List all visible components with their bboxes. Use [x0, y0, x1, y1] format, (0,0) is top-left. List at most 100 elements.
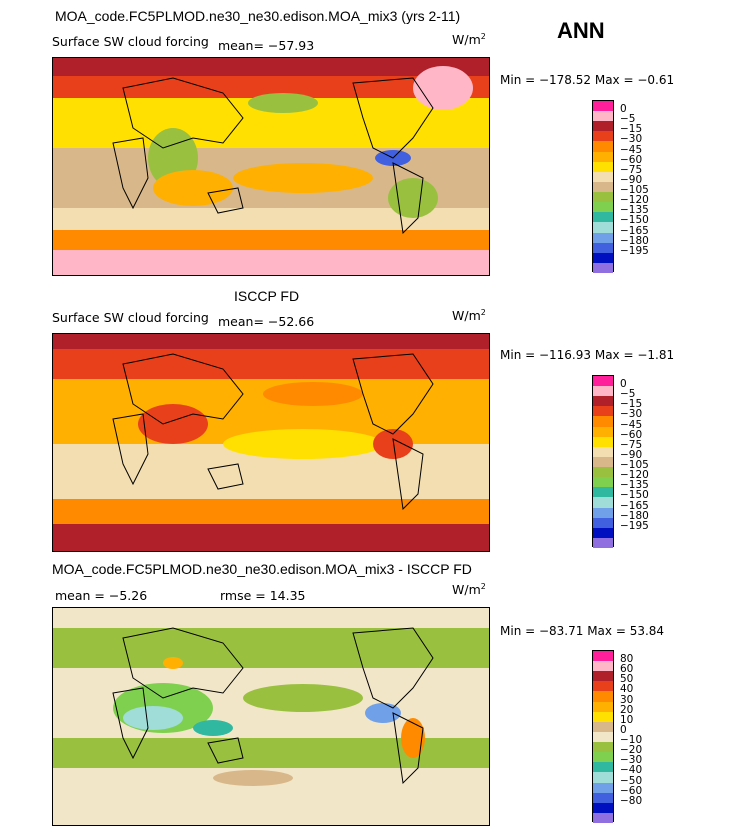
panel2-title: ISCCP FD — [234, 288, 300, 304]
colorbar-swatch — [593, 467, 613, 478]
colorbar-label: −30 — [620, 133, 643, 146]
colorbar-label: −75 — [620, 438, 643, 451]
panel3-rmse: rmse = 14.35 — [220, 588, 306, 603]
colorbar-label: −165 — [620, 224, 649, 237]
colorbar-swatch — [593, 111, 613, 122]
colorbar-swatch — [593, 171, 613, 183]
colorbar-swatch — [593, 497, 613, 509]
colorbar-swatch — [593, 456, 613, 468]
panel1-units: W/m2 — [452, 32, 486, 47]
colorbar-label: −50 — [620, 774, 643, 787]
panel1-colorbar — [592, 100, 614, 274]
colorbar-label: −45 — [620, 418, 643, 431]
colorbar-label: −90 — [620, 173, 643, 186]
colorbar-swatch — [593, 752, 613, 763]
colorbar-swatch — [593, 701, 613, 713]
colorbar-label: −30 — [620, 408, 643, 421]
units-exponent: 2 — [480, 32, 486, 41]
panel2-minmax: Min = −116.93 Max = −1.81 — [500, 348, 675, 362]
colorbar-label: −30 — [620, 754, 643, 767]
colorbar-label: 10 — [620, 713, 634, 726]
panel1-mean: mean= −57.93 — [218, 38, 315, 53]
colorbar-label: −135 — [620, 479, 649, 492]
colorbar-swatch — [593, 487, 613, 498]
colorbar-label: 0 — [620, 103, 627, 116]
panel3-title: MOA_code.FC5PLMOD.ne30_ne30.edison.MOA_m… — [52, 561, 472, 577]
colorbar-swatch — [593, 242, 613, 254]
colorbar-label: 20 — [620, 703, 634, 716]
colorbar-label: −150 — [620, 214, 649, 227]
colorbar-label: −10 — [620, 734, 643, 747]
colorbar-swatch — [593, 131, 613, 142]
colorbar-label: −195 — [620, 244, 649, 257]
colorbar-swatch — [593, 792, 613, 804]
colorbar-label: −80 — [620, 794, 643, 807]
panel3-mean: mean = −5.26 — [55, 588, 148, 603]
colorbar-label: −15 — [620, 123, 643, 136]
colorbar-swatch — [593, 711, 613, 723]
colorbar-swatch — [593, 651, 613, 662]
colorbar-label: 60 — [620, 663, 634, 676]
colorbar-label: 40 — [620, 683, 634, 696]
colorbar-swatch — [593, 436, 613, 448]
colorbar-swatch — [593, 772, 613, 784]
colorbar-label: −165 — [620, 499, 649, 512]
panel2-colorbar — [592, 375, 614, 549]
panel2-map-field — [53, 334, 489, 551]
colorbar-swatch — [593, 376, 613, 387]
colorbar-label: −180 — [620, 509, 649, 522]
colorbar-swatch — [593, 161, 613, 173]
panel2-map — [52, 333, 490, 552]
colorbar-swatch — [593, 742, 613, 753]
colorbar-swatch — [593, 782, 613, 794]
colorbar-swatch — [593, 537, 613, 549]
colorbar-swatch — [593, 812, 613, 824]
colorbar-swatch — [593, 262, 613, 274]
colorbar-label: −180 — [620, 234, 649, 247]
colorbar-swatch — [593, 151, 613, 163]
panel3-map — [52, 607, 490, 826]
panel3-colorbar — [592, 650, 614, 824]
units-label: W/m — [452, 582, 481, 598]
colorbar-label: −15 — [620, 398, 643, 411]
colorbar-swatch — [593, 426, 613, 438]
units-exponent: 2 — [480, 308, 486, 317]
colorbar-label: 80 — [620, 653, 634, 666]
colorbar-swatch — [593, 681, 613, 692]
colorbar-swatch — [593, 721, 613, 733]
units-label: W/m — [452, 308, 481, 324]
colorbar-swatch — [593, 661, 613, 672]
colorbar-swatch — [593, 517, 613, 529]
panel3-map-field — [53, 608, 489, 825]
colorbar-label: −105 — [620, 459, 649, 472]
panel2-subtitle: Surface SW cloud forcing — [52, 310, 209, 325]
panel1-map-field — [53, 58, 489, 275]
colorbar-swatch — [593, 762, 613, 773]
colorbar-label: −20 — [620, 744, 643, 757]
colorbar-label: −120 — [620, 469, 649, 482]
colorbar-swatch — [593, 232, 613, 244]
colorbar-label: 30 — [620, 693, 634, 706]
colorbar-label: −5 — [620, 388, 636, 401]
colorbar-label: −90 — [620, 448, 643, 461]
colorbar-swatch — [593, 731, 613, 743]
colorbar-swatch — [593, 477, 613, 488]
panel1-minmax: Min = −178.52 Max = −0.61 — [500, 73, 675, 87]
colorbar-label: 0 — [620, 378, 627, 391]
panel1-map — [52, 57, 490, 276]
colorbar-swatch — [593, 671, 613, 682]
colorbar-label: −120 — [620, 194, 649, 207]
panel1-title: MOA_code.FC5PLMOD.ne30_ne30.edison.MOA_m… — [55, 8, 461, 24]
colorbar-swatch — [593, 527, 613, 539]
colorbar-swatch — [593, 507, 613, 519]
colorbar-swatch — [593, 802, 613, 814]
colorbar-label: −150 — [620, 489, 649, 502]
units-label: W/m — [452, 32, 481, 48]
colorbar-swatch — [593, 212, 613, 223]
colorbar-label: 0 — [620, 723, 627, 736]
panel3-units: W/m2 — [452, 582, 486, 597]
colorbar-swatch — [593, 446, 613, 458]
colorbar-label: −105 — [620, 184, 649, 197]
colorbar-swatch — [593, 252, 613, 264]
colorbar-swatch — [593, 396, 613, 407]
